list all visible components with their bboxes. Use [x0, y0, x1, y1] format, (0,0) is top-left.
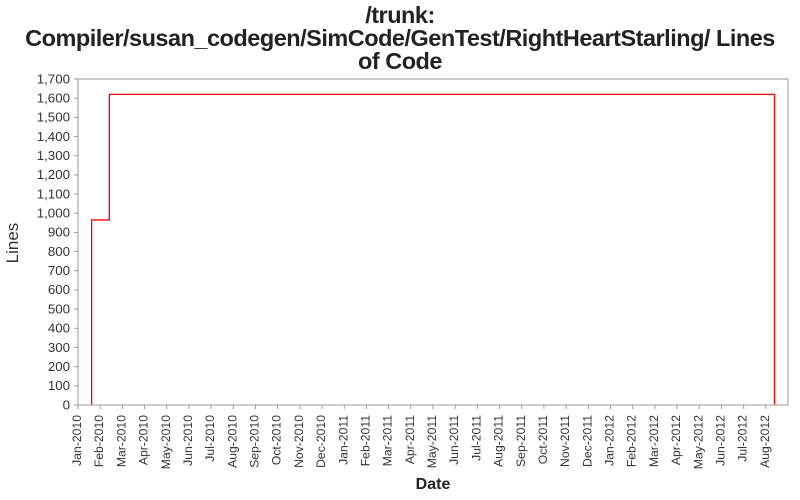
svg-text:Apr-2011: Apr-2011 — [403, 415, 417, 464]
svg-text:Jul-2011: Jul-2011 — [469, 415, 483, 461]
svg-text:Aug-2011: Aug-2011 — [492, 415, 506, 467]
svg-text:1,400: 1,400 — [37, 129, 70, 144]
svg-text:600: 600 — [48, 282, 70, 297]
svg-text:Mar-2012: Mar-2012 — [647, 415, 661, 467]
svg-text:Jul-2012: Jul-2012 — [736, 415, 750, 462]
svg-text:Jun-2011: Jun-2011 — [447, 415, 461, 465]
svg-text:Aug-2012: Aug-2012 — [758, 415, 772, 468]
svg-text:Jun-2012: Jun-2012 — [713, 415, 727, 466]
svg-text:Feb-2011: Feb-2011 — [358, 415, 372, 466]
svg-text:1,700: 1,700 — [37, 71, 70, 86]
svg-text:1,300: 1,300 — [37, 148, 70, 163]
svg-text:Feb-2010: Feb-2010 — [92, 415, 106, 467]
svg-text:Jul-2010: Jul-2010 — [203, 415, 217, 462]
svg-text:1,600: 1,600 — [37, 90, 70, 105]
svg-text:Feb-2012: Feb-2012 — [625, 415, 639, 467]
svg-text:Mar-2010: Mar-2010 — [114, 415, 128, 467]
svg-text:Mar-2011: Mar-2011 — [381, 415, 395, 466]
svg-text:Nov-2010: Nov-2010 — [292, 415, 306, 468]
svg-text:1,500: 1,500 — [37, 110, 70, 125]
svg-text:May-2011: May-2011 — [425, 415, 439, 469]
svg-text:300: 300 — [48, 340, 70, 355]
svg-text:0: 0 — [63, 397, 70, 412]
svg-text:Dec-2011: Dec-2011 — [580, 415, 594, 467]
svg-text:May-2010: May-2010 — [159, 415, 173, 469]
svg-text:1,200: 1,200 — [37, 167, 70, 182]
svg-text:Jan-2010: Jan-2010 — [70, 415, 84, 466]
svg-text:Oct-2011: Oct-2011 — [536, 415, 550, 464]
svg-text:Jan-2012: Jan-2012 — [603, 415, 617, 466]
svg-text:900: 900 — [48, 225, 70, 240]
svg-text:Sep-2011: Sep-2011 — [514, 415, 528, 467]
svg-text:1,000: 1,000 — [37, 206, 70, 221]
svg-text:700: 700 — [48, 263, 70, 278]
svg-text:100: 100 — [48, 378, 70, 393]
svg-text:800: 800 — [48, 244, 70, 259]
svg-text:1,100: 1,100 — [37, 186, 70, 201]
svg-text:500: 500 — [48, 301, 70, 316]
svg-text:400: 400 — [48, 321, 70, 336]
svg-text:May-2012: May-2012 — [691, 415, 705, 469]
svg-text:Nov-2011: Nov-2011 — [558, 415, 572, 467]
svg-text:Sep-2010: Sep-2010 — [248, 415, 262, 468]
svg-text:Jan-2011: Jan-2011 — [336, 415, 350, 465]
svg-text:Aug-2010: Aug-2010 — [225, 415, 239, 468]
svg-text:Dec-2010: Dec-2010 — [314, 415, 328, 468]
svg-text:Apr-2010: Apr-2010 — [137, 415, 151, 465]
svg-text:Jun-2010: Jun-2010 — [181, 415, 195, 466]
svg-text:Oct-2010: Oct-2010 — [270, 415, 284, 465]
svg-text:200: 200 — [48, 359, 70, 374]
svg-text:Apr-2012: Apr-2012 — [669, 415, 683, 465]
